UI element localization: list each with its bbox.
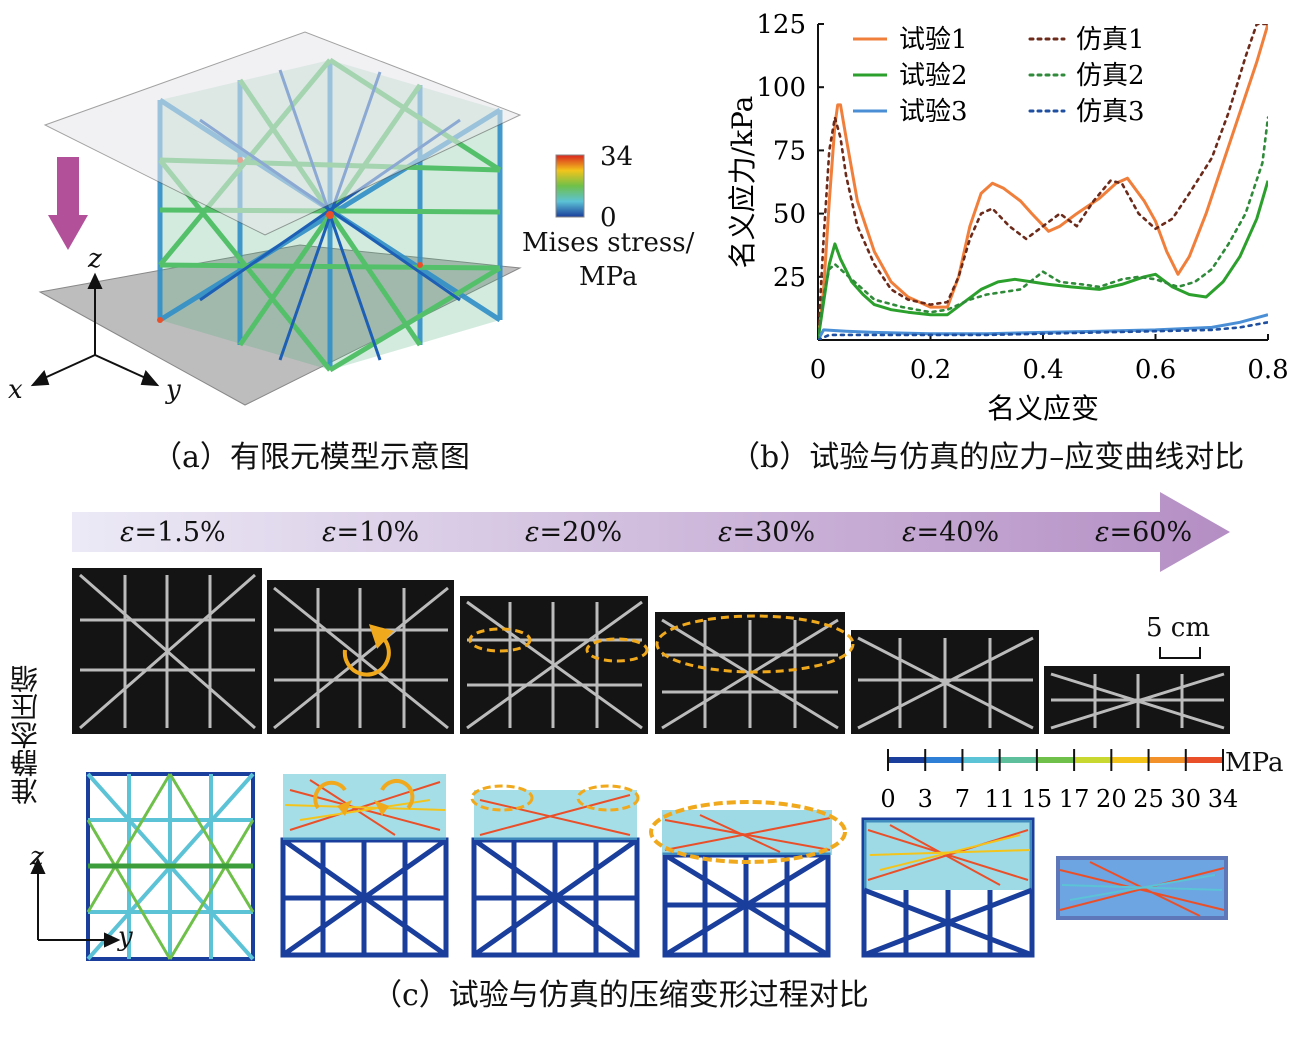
legend-label-3: 试验3: [899, 97, 968, 127]
highlight-ellipses-photo: [468, 614, 855, 674]
colorbar-tick-label: 15: [1022, 785, 1053, 813]
caption-a: （a）有限元模型示意图: [152, 440, 470, 475]
colorbar-segment-4: [999, 757, 1037, 763]
sim-strain-60: [1056, 856, 1228, 920]
colorbar-segment-2: [925, 757, 963, 763]
colorbar-max-label: 34: [600, 142, 634, 172]
series-line-6: [818, 320, 1268, 340]
x-tick-label: 0.8: [1247, 355, 1288, 385]
strain-symbol: ε: [525, 517, 540, 548]
legend-label-2: 试验2: [899, 61, 968, 91]
colorbar-tick-label: 0: [880, 785, 895, 813]
colorbar-tick-label: 11: [984, 785, 1015, 813]
colorbar-tick-label: 34: [1208, 785, 1239, 813]
strain-progress-arrow: [72, 492, 1230, 572]
photo-overlay: [79, 573, 1225, 730]
colorbar-min-label: 0: [600, 203, 617, 233]
simulation-row: [30, 772, 1228, 961]
axis-z-label-c: z: [30, 842, 44, 872]
colorbar-tick-label: 3: [918, 785, 933, 813]
series-line-5: [818, 116, 1268, 340]
colorbar-tick-label: 30: [1171, 785, 1202, 813]
axis-y-label-a: y: [166, 375, 181, 405]
y-axis-label: 名义应力/kPa: [726, 96, 759, 269]
series-line-4: [818, 24, 1268, 340]
fe-model-figure: [30, 31, 585, 406]
axis-y-label-c: y: [118, 922, 133, 952]
legend-label-6: 仿真3: [1076, 97, 1145, 127]
sim-strain-40: [861, 817, 1035, 958]
axis-x-label-a: x: [8, 375, 23, 405]
colorbar-tick-label: 17: [1059, 785, 1090, 813]
axis-z-label-a: z: [88, 244, 102, 274]
strain-symbol: ε: [1095, 517, 1110, 548]
sim-strain-20: [470, 784, 640, 958]
top-plate: [43, 31, 522, 236]
legend-label-5: 仿真2: [1076, 61, 1145, 91]
strain-value: =1.5%: [134, 517, 226, 548]
x-tick-label: 0.4: [1022, 355, 1063, 385]
x-tick-label: 0.2: [910, 355, 951, 385]
stress-strain-chart: 0 0.2 0.4 0.6 0.8 125 100 75 50 25 名义应变 名义应力/kPa 试验1…: [726, 10, 1289, 425]
strain-label-3: ε=20%: [525, 517, 622, 548]
strain-label-1: ε=1.5%: [120, 517, 226, 548]
strain-value: =10%: [336, 517, 420, 548]
colorbar-title-line1: Mises stress/: [522, 228, 695, 258]
caption-c: （c）试验与仿真的压缩变形过程对比: [372, 978, 869, 1013]
colorbar-segment-8: [1148, 757, 1186, 763]
colorbar-segment-5: [1036, 757, 1075, 763]
series-line-2: [818, 180, 1268, 340]
y-tick-label: 100: [756, 73, 806, 103]
colorbar-tick-label: 7: [955, 785, 970, 813]
strain-label-4: ε=30%: [718, 517, 815, 548]
series-line-1: [818, 24, 1268, 340]
sim-strain-10: [280, 774, 449, 958]
colorbar-c-unit: MPa: [1225, 748, 1284, 778]
legend-label-1: 试验1: [899, 25, 968, 55]
strain-value: =20%: [539, 517, 623, 548]
colorbar-segment-7: [1111, 757, 1149, 763]
rotation-arrow-icon: [342, 624, 394, 677]
scale-bar-label: 5 cm: [1146, 613, 1211, 643]
strain-label-5: ε=40%: [902, 517, 999, 548]
strain-value: =40%: [916, 517, 1000, 548]
y-tick-label: 75: [773, 136, 806, 166]
scale-bar-icon: [1159, 647, 1201, 659]
y-tick-label: 125: [756, 10, 806, 40]
colorbar-tick-label: 25: [1133, 785, 1164, 813]
panel-b: 0 0.2 0.4 0.6 0.8 125 100 75 50 25 名义应变 名义应力/kPa 试验1…: [690, 0, 1299, 480]
x-tick-label: 0: [810, 355, 827, 385]
strain-symbol: ε: [718, 517, 733, 548]
colorbar-segment-1: [888, 757, 926, 763]
axes-zy-icon: [30, 857, 121, 948]
colorbar-segment-6: [1074, 757, 1112, 763]
panel-c: ε=1.5% ε=10% ε=20% ε=30% ε=40% ε=60% 准静态压缩 5 …: [0, 480, 1299, 1013]
colorbar-c: 0 3 7 11 15 17 20 25 30 34: [880, 749, 1239, 813]
x-tick-label: 0.6: [1135, 355, 1176, 385]
x-axis-label: 名义应变: [987, 392, 1099, 425]
strain-value: =30%: [732, 517, 816, 548]
strain-label-2: ε=10%: [322, 517, 419, 548]
strain-value: =60%: [1109, 517, 1193, 548]
colorbar-segment-3: [962, 757, 1000, 763]
legend-label-4: 仿真1: [1076, 25, 1145, 55]
y-tick-label: 25: [773, 263, 806, 293]
panel-a: z x y 34 0 Mises stress/ MPa （a）有限元模型示意图: [0, 0, 694, 480]
colorbar-segment-9: [1185, 757, 1223, 763]
axes-triad-icon: [30, 272, 160, 387]
y-tick-label: 50: [773, 200, 806, 230]
sim-strain-30: [649, 800, 847, 958]
colorbar-title-line2: MPa: [579, 262, 638, 292]
colorbar-a: [555, 154, 585, 218]
strain-symbol: ε: [322, 517, 337, 548]
strain-symbol: ε: [902, 517, 917, 548]
colorbar-tick-label: 20: [1096, 785, 1127, 813]
caption-b: （b）试验与仿真的应力–应变曲线对比: [730, 440, 1245, 475]
sim-strain-1-5: [86, 772, 255, 961]
strain-symbol: ε: [120, 517, 135, 548]
strain-label-6: ε=60%: [1095, 517, 1192, 548]
compression-arrow-icon: [48, 157, 88, 250]
